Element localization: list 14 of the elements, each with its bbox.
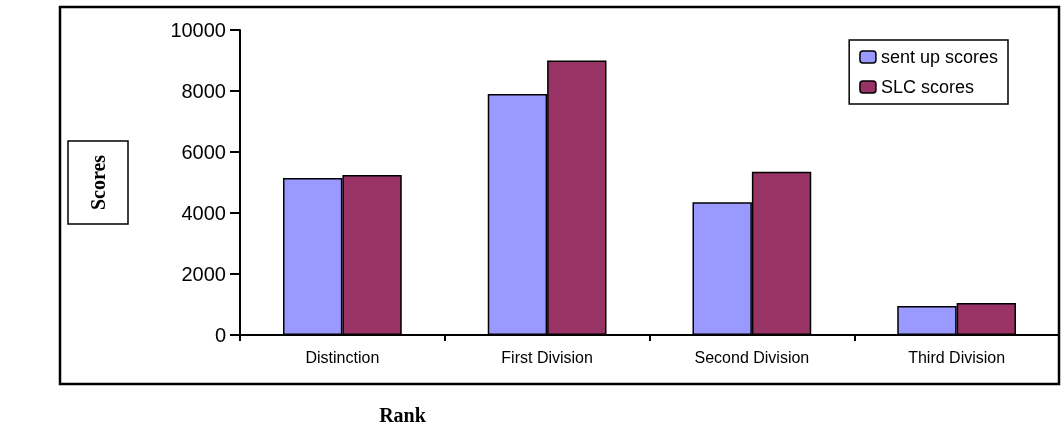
y-tick-label: 4000 <box>181 202 226 224</box>
y-tick-label: 6000 <box>181 141 226 163</box>
y-tick-label: 8000 <box>181 80 226 102</box>
legend-label: sent up scores <box>880 47 998 67</box>
x-tick-label: Second Division <box>694 348 810 366</box>
legend-label: SLC scores <box>880 77 974 97</box>
y-tick-label: 0 <box>214 324 226 346</box>
x-axis-title: Rank <box>379 404 427 425</box>
x-tick-label: Distinction <box>305 348 380 366</box>
y-axis-title: Scores <box>87 154 109 211</box>
x-tick-label: First Division <box>501 348 593 366</box>
y-tick-label: 2000 <box>181 263 226 285</box>
x-tick-label: Third Division <box>908 348 1006 366</box>
y-tick-label: 10000 <box>170 19 226 41</box>
